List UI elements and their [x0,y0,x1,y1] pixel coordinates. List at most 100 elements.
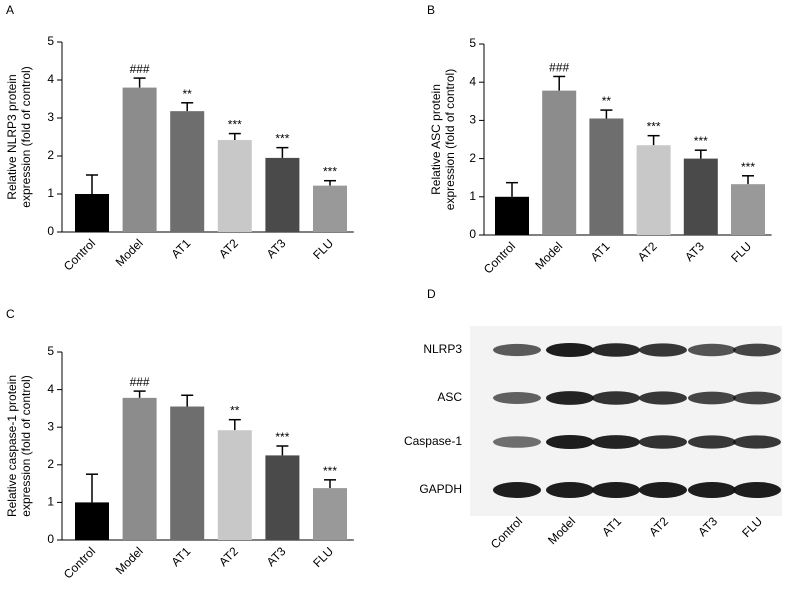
panel-label: A [6,3,14,17]
blot-row-label: NLRP3 [423,342,462,356]
blot-band [592,391,640,405]
bar [731,184,765,235]
significance-label: *** [275,430,289,444]
significance-label: *** [323,165,337,179]
y-tick-label: 2 [47,148,54,162]
y-tick-label: 0 [469,227,476,241]
blot-column-label: AT2 [646,514,671,539]
blot-row-label: ASC [437,390,462,404]
y-tick-label: 0 [47,224,54,238]
significance-label: *** [228,118,242,132]
significance-label: ### [549,60,569,74]
blot-band [493,343,541,357]
blot-band [546,482,594,498]
x-tick-label: FLU [728,239,754,265]
significance-label: ** [602,94,612,108]
bar [170,406,205,540]
x-tick-label: AT3 [264,236,289,261]
panel-label: B [427,3,435,17]
blot-band [733,435,781,449]
y-tick-label: 1 [47,495,54,509]
x-tick-label: AT1 [168,236,193,261]
blot-band [733,343,781,357]
bar [122,87,157,232]
blot-band [493,436,541,448]
y-tick-label: 1 [47,186,54,200]
bar [542,90,577,235]
blot-band [733,482,781,498]
significance-label: *** [647,120,661,134]
x-tick-label: AT2 [216,236,241,261]
blot-band [639,435,687,449]
blot-band [546,391,594,405]
bar [495,196,529,235]
x-tick-label: Model [113,236,146,269]
blot-band [493,482,541,498]
significance-label: *** [323,464,337,478]
y-axis-label: expression (fold of control) [19,375,33,516]
bar [217,140,252,232]
blot-column-label: Control [488,514,525,551]
y-tick-label: 2 [469,151,476,165]
blot-column-label: AT3 [695,514,720,539]
blot-column-label: Model [545,514,578,547]
blot-band [546,343,594,357]
x-tick-label: FLU [310,236,336,262]
significance-label: *** [694,134,708,148]
y-tick-label: 5 [469,36,476,50]
y-tick-label: 4 [47,382,54,396]
x-tick-label: AT3 [682,239,707,264]
blot-band [688,391,736,405]
blot-band [592,435,640,449]
bar [313,488,347,540]
bar [683,158,718,235]
y-tick-label: 3 [469,113,476,127]
y-axis-label: Relative caspase-1 protein [5,375,19,517]
x-tick-label: Model [532,239,565,272]
blot-band [493,392,541,404]
y-tick-label: 2 [47,457,54,471]
blot-column-label: FLU [739,514,765,540]
significance-label: ** [183,87,193,101]
blot-column-label: AT1 [599,514,624,539]
blot-band [592,482,640,498]
panel-label: D [427,287,436,301]
x-tick-label: AT1 [588,239,613,264]
x-tick-label: Control [481,239,518,276]
y-axis-label: expression (fold of control) [443,69,457,210]
y-tick-label: 3 [47,419,54,433]
y-axis-label: expression (fold of control) [19,66,33,207]
blot-band [688,343,736,357]
significance-label: *** [275,132,289,146]
bar [170,111,205,232]
bar [589,118,624,235]
y-tick-label: 0 [47,532,54,546]
significance-label: ### [130,375,150,389]
blot-band [592,343,640,357]
significance-label: *** [741,160,755,174]
x-tick-label: AT3 [264,544,289,569]
bar [313,185,347,232]
bar [265,157,300,232]
y-axis-label: Relative NLRP3 protein [5,74,19,199]
blot-band [639,482,687,498]
x-tick-label: AT1 [168,544,193,569]
bar [265,455,300,540]
bar [122,397,157,540]
y-tick-label: 4 [47,72,54,86]
bar [636,145,671,235]
bar [75,502,109,540]
significance-label: ### [130,62,150,76]
y-tick-label: 1 [469,189,476,203]
y-tick-label: 4 [469,74,476,88]
bar [75,194,109,232]
blot-band [688,482,736,498]
x-tick-label: AT2 [216,544,241,569]
y-axis-label: Relative ASC protein [429,84,443,195]
blot-band [639,391,687,405]
x-tick-label: AT2 [635,239,660,264]
blot-band [546,435,594,449]
blot-band [639,343,687,357]
panel-label: C [6,307,15,321]
